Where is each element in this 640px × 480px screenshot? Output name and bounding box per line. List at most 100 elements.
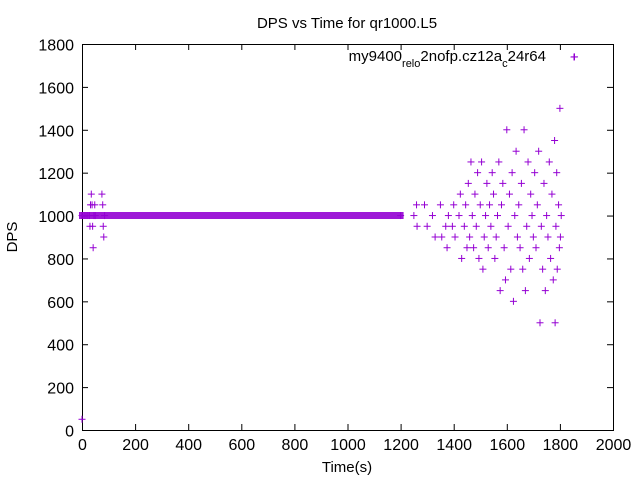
data-point — [443, 244, 451, 252]
data-point — [397, 212, 405, 220]
data-point — [438, 233, 446, 241]
data-point — [488, 169, 496, 177]
data-point — [543, 212, 551, 220]
data-point — [508, 169, 516, 177]
x-tick-label: 1400 — [436, 437, 472, 454]
data-point — [555, 201, 563, 209]
data-point — [515, 201, 523, 209]
data-point — [540, 179, 548, 187]
y-tick-label: 800 — [47, 252, 74, 269]
data-point — [555, 244, 563, 252]
data-point — [556, 104, 564, 112]
data-point — [544, 233, 552, 241]
data-point — [89, 244, 97, 252]
data-point — [100, 233, 108, 241]
data-point — [517, 179, 525, 187]
data-point — [541, 287, 549, 295]
data-point — [450, 201, 458, 209]
legend-label: my9400relo2nofp.cz12ac24r64 — [349, 48, 546, 70]
data-point — [499, 179, 507, 187]
data-point — [484, 244, 492, 252]
data-point — [462, 201, 470, 209]
data-point — [547, 254, 555, 262]
data-point — [470, 244, 478, 252]
x-tick-label: 200 — [122, 437, 149, 454]
data-point — [89, 222, 97, 230]
x-tick-label: 600 — [228, 437, 255, 454]
data-point — [505, 190, 513, 198]
data-point — [463, 244, 471, 252]
data-point — [512, 147, 520, 155]
data-point — [467, 158, 475, 166]
data-point — [472, 222, 480, 230]
data-point — [478, 158, 486, 166]
data-point — [483, 179, 491, 187]
data-point — [553, 169, 561, 177]
data-point — [536, 319, 544, 327]
data-point — [553, 265, 561, 273]
legend: my9400relo2nofp.cz12ac24r64 — [349, 48, 578, 70]
y-tick-label: 1400 — [38, 123, 74, 140]
data-point — [519, 265, 527, 273]
data-point — [87, 190, 95, 198]
x-tick-label: 1000 — [330, 437, 366, 454]
y-axis-label: DPS — [4, 222, 21, 253]
data-point — [91, 201, 99, 209]
data-point — [487, 222, 495, 230]
data-point — [545, 158, 553, 166]
data-point — [444, 212, 452, 220]
x-tick-label: 400 — [175, 437, 202, 454]
data-point — [513, 233, 521, 241]
data-point — [99, 201, 107, 209]
x-axis-label: Time(s) — [322, 459, 372, 476]
data-point — [497, 201, 505, 209]
x-tick-label: 1600 — [490, 437, 526, 454]
data-point — [420, 201, 428, 209]
data-point — [507, 265, 515, 273]
data-point — [476, 201, 484, 209]
data-point — [455, 212, 463, 220]
data-point — [482, 212, 490, 220]
y-tick-label: 1200 — [38, 166, 74, 183]
data-point — [99, 222, 107, 230]
data-point — [557, 212, 565, 220]
x-tick-label: 0 — [78, 437, 87, 454]
data-point — [501, 276, 509, 284]
data-point — [523, 222, 531, 230]
data-point — [490, 190, 498, 198]
data-point — [436, 201, 444, 209]
data-point — [524, 158, 532, 166]
data-point — [551, 319, 559, 327]
data-point — [466, 233, 474, 241]
data-point — [495, 158, 503, 166]
data-point — [458, 254, 466, 262]
data-point — [509, 297, 517, 305]
legend-marker-plus — [570, 53, 578, 61]
y-tick-label: 1000 — [38, 209, 74, 226]
data-point — [528, 212, 536, 220]
y-tick-label: 400 — [47, 338, 74, 355]
data-point — [410, 212, 418, 220]
data-point — [539, 265, 547, 273]
data-point — [527, 190, 535, 198]
y-tick-label: 200 — [47, 381, 74, 398]
data-point — [520, 126, 528, 134]
data-point — [494, 212, 502, 220]
data-point — [431, 233, 439, 241]
data-point — [78, 415, 86, 423]
y-tick-label: 1800 — [38, 38, 74, 55]
data-point — [479, 265, 487, 273]
data-point — [503, 126, 511, 134]
data-point — [428, 212, 436, 220]
data-point — [504, 222, 512, 230]
data-point — [532, 244, 540, 252]
data-point — [531, 169, 539, 177]
x-tick-label: 2000 — [596, 437, 632, 454]
data-point — [556, 233, 564, 241]
data-point — [456, 190, 464, 198]
y-tick-label: 1600 — [38, 80, 74, 97]
y-tick-label: 0 — [65, 424, 74, 441]
data-point — [460, 222, 468, 230]
data-point — [413, 201, 421, 209]
